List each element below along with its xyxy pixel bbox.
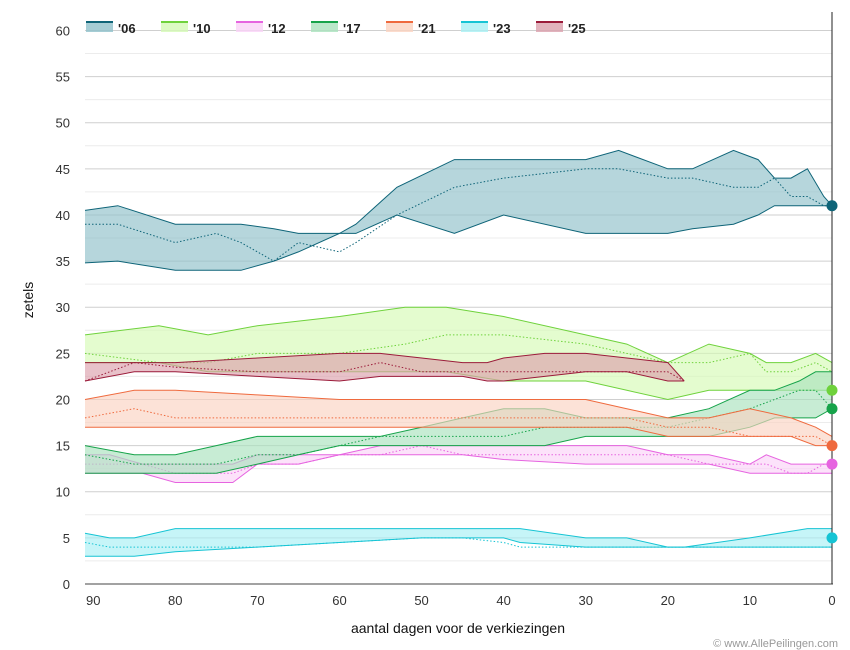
y-tick-label: 5: [63, 531, 70, 546]
range-high-line: [84, 528, 832, 548]
range-high-line: [84, 306, 833, 364]
y-tick-label: 10: [56, 485, 70, 500]
x-tick-label: 10: [743, 593, 757, 608]
range-low-line: [85, 454, 832, 483]
credit-text: © www.AllePeilingen.com: [713, 638, 838, 650]
legend-item: '23: [461, 21, 511, 36]
series-25: [84, 352, 685, 382]
legend-label: '17: [343, 21, 361, 36]
range-band: [85, 528, 832, 557]
range-low-line: [84, 371, 685, 382]
y-tick-label: 25: [56, 346, 70, 361]
legend-label: '23: [493, 21, 511, 36]
gridlines: [85, 29, 832, 585]
range-band: [85, 150, 832, 271]
y-tick-label: 30: [56, 300, 70, 315]
legend-item: '17: [311, 21, 361, 36]
y-tick-label: 0: [63, 577, 70, 592]
axes: 0 5 10 15 20 25 30 35 40 45 50 55 60 90 80 70 60 50 40 30 20…: [56, 12, 836, 608]
average-line: [84, 334, 833, 373]
legend-swatch: [161, 22, 188, 32]
final-result-markers: [826, 200, 838, 544]
x-tick-label: 70: [250, 593, 264, 608]
final-result-dot: [826, 532, 838, 544]
legend-item: '10: [161, 21, 211, 36]
y-tick-label: 20: [56, 392, 70, 407]
range-low-line: [85, 537, 832, 557]
legend-item: '06: [86, 21, 136, 36]
x-tick-label: 80: [168, 593, 182, 608]
legend-item: '25: [536, 21, 586, 36]
legend-label: '10: [193, 21, 211, 36]
legend-label: '12: [268, 21, 286, 36]
average-line: [84, 408, 833, 447]
y-tick-label: 40: [56, 208, 70, 223]
legend-swatch: [536, 22, 563, 32]
y-tick-label: 50: [56, 116, 70, 131]
range-low-line: [85, 426, 832, 447]
final-result-dot: [826, 384, 838, 396]
final-result-dot: [826, 403, 838, 415]
legend: '06 '10 '12 '17 '21 '23 '25: [86, 21, 586, 36]
legend-swatch: [86, 22, 113, 32]
x-axis-title: aantal dagen voor de verkiezingen: [351, 620, 565, 636]
x-tick-label: 20: [661, 593, 675, 608]
legend-label: '06: [118, 21, 136, 36]
legend-swatch: [311, 22, 338, 32]
series-21: [84, 389, 833, 447]
range-low-line: [84, 205, 832, 271]
series-06: [84, 149, 833, 271]
range-high-line: [84, 389, 833, 437]
range-band: [85, 307, 832, 400]
y-axis-title: zetels: [20, 282, 36, 319]
legend-label: '21: [418, 21, 436, 36]
x-tick-label: 50: [414, 593, 428, 608]
average-line: [84, 537, 832, 548]
legend-label: '25: [568, 21, 586, 36]
final-result-dot: [826, 200, 838, 212]
series-23: [84, 528, 832, 557]
series-bands: [84, 149, 833, 557]
x-tick-label: 40: [496, 593, 510, 608]
legend-swatch: [236, 22, 263, 32]
y-tick-label: 45: [56, 162, 70, 177]
y-tick-label: 15: [56, 439, 70, 454]
range-high-line: [85, 352, 685, 382]
x-tick-label: 0: [828, 593, 835, 608]
x-tick-label: 30: [579, 593, 593, 608]
legend-swatch: [386, 22, 413, 32]
x-tick-label: 90: [86, 593, 100, 608]
y-tick-label: 55: [56, 70, 70, 85]
y-tick-label: 60: [56, 23, 70, 38]
x-tick-label: 60: [332, 593, 346, 608]
y-tick-label: 35: [56, 254, 70, 269]
final-result-dot: [826, 458, 838, 470]
range-high-line: [84, 149, 833, 234]
final-result-dot: [826, 440, 838, 452]
series-10: [84, 306, 833, 401]
legend-item: '21: [386, 21, 436, 36]
range-band: [85, 353, 685, 381]
legend-swatch: [461, 22, 488, 32]
legend-item: '12: [236, 21, 286, 36]
